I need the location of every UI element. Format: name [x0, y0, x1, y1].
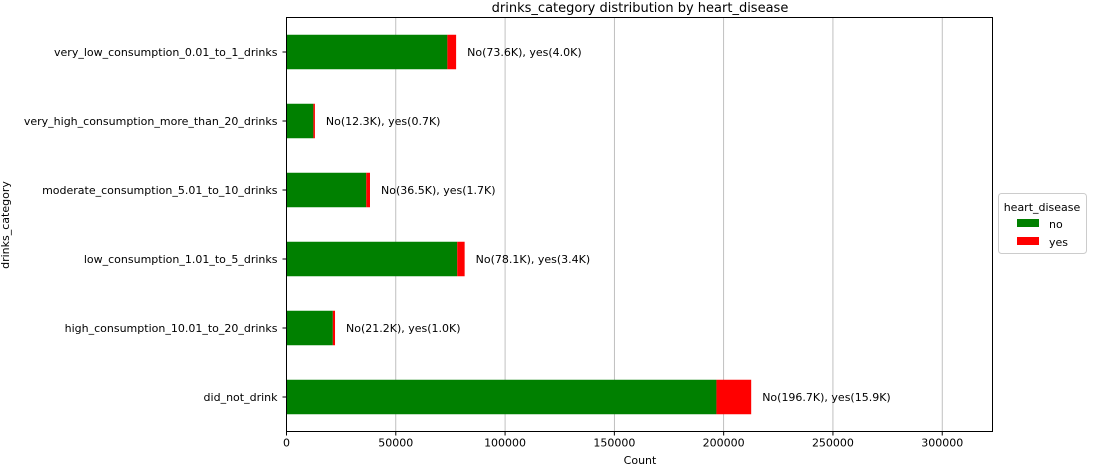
bar-annotations: No(73.6K), yes(4.0K) No(12.3K), yes(0.7K)…	[326, 46, 891, 404]
y-tick-label: low_consumption_1.01_to_5_drinks	[84, 253, 278, 266]
bar-no	[286, 103, 314, 139]
plot-frame	[286, 17, 993, 432]
bar-no	[286, 310, 333, 346]
bar-yes	[716, 379, 752, 415]
bar-annotation: No(73.6K), yes(4.0K)	[467, 46, 582, 59]
legend-label-yes: yes	[1049, 236, 1068, 249]
bar-yes	[447, 34, 457, 70]
bar-yes	[457, 241, 465, 277]
bar-yes	[332, 310, 336, 346]
bar-yes	[366, 172, 370, 208]
x-tick-label: 100000	[484, 437, 526, 450]
bar-annotation: No(196.7K), yes(15.9K)	[762, 391, 891, 404]
x-tick-label: 300000	[921, 437, 963, 450]
legend-label-no: no	[1049, 218, 1063, 231]
y-tick-label: very_low_consumption_0.01_to_1_drinks	[54, 46, 278, 59]
bars	[286, 34, 752, 415]
x-axis-label: Count	[624, 454, 657, 467]
y-tick-label: high_consumption_10.01_to_20_drinks	[65, 322, 278, 335]
x-tick-label: 200000	[703, 437, 745, 450]
legend: heart_disease no yes	[998, 193, 1087, 254]
bar-yes	[313, 103, 315, 139]
bar-no	[286, 241, 458, 277]
y-tick-label: moderate_consumption_5.01_to_10_drinks	[42, 184, 278, 197]
bar-no	[286, 379, 717, 415]
legend-swatch-yes	[1017, 237, 1039, 245]
x-tick-label: 50000	[378, 437, 413, 450]
y-tick-label: very_high_consumption_more_than_20_drink…	[24, 115, 278, 128]
x-tick-label: 250000	[812, 437, 854, 450]
y-axis-ticks: very_low_consumption_0.01_to_1_drinksver…	[24, 46, 287, 404]
y-tick-label: did_not_drink	[204, 391, 279, 404]
bar-no	[286, 172, 367, 208]
bar-annotation: No(21.2K), yes(1.0K)	[346, 322, 461, 335]
y-axis-label: drinks_category	[0, 181, 12, 269]
x-tick-label: 0	[283, 437, 290, 450]
legend-swatch-no	[1017, 219, 1039, 227]
bar-annotation: No(36.5K), yes(1.7K)	[381, 184, 496, 197]
x-axis-ticks: 0 50000 100000 150000 200000 250000 300000	[283, 431, 963, 450]
grid-lines	[286, 17, 943, 432]
bar-no	[286, 34, 448, 70]
chart-title: drinks_category distribution by heart_di…	[492, 1, 789, 16]
legend-title: heart_disease	[1004, 201, 1081, 214]
bar-annotation: No(78.1K), yes(3.4K)	[476, 253, 591, 266]
bar-annotation: No(12.3K), yes(0.7K)	[326, 115, 441, 128]
x-tick-label: 150000	[593, 437, 635, 450]
